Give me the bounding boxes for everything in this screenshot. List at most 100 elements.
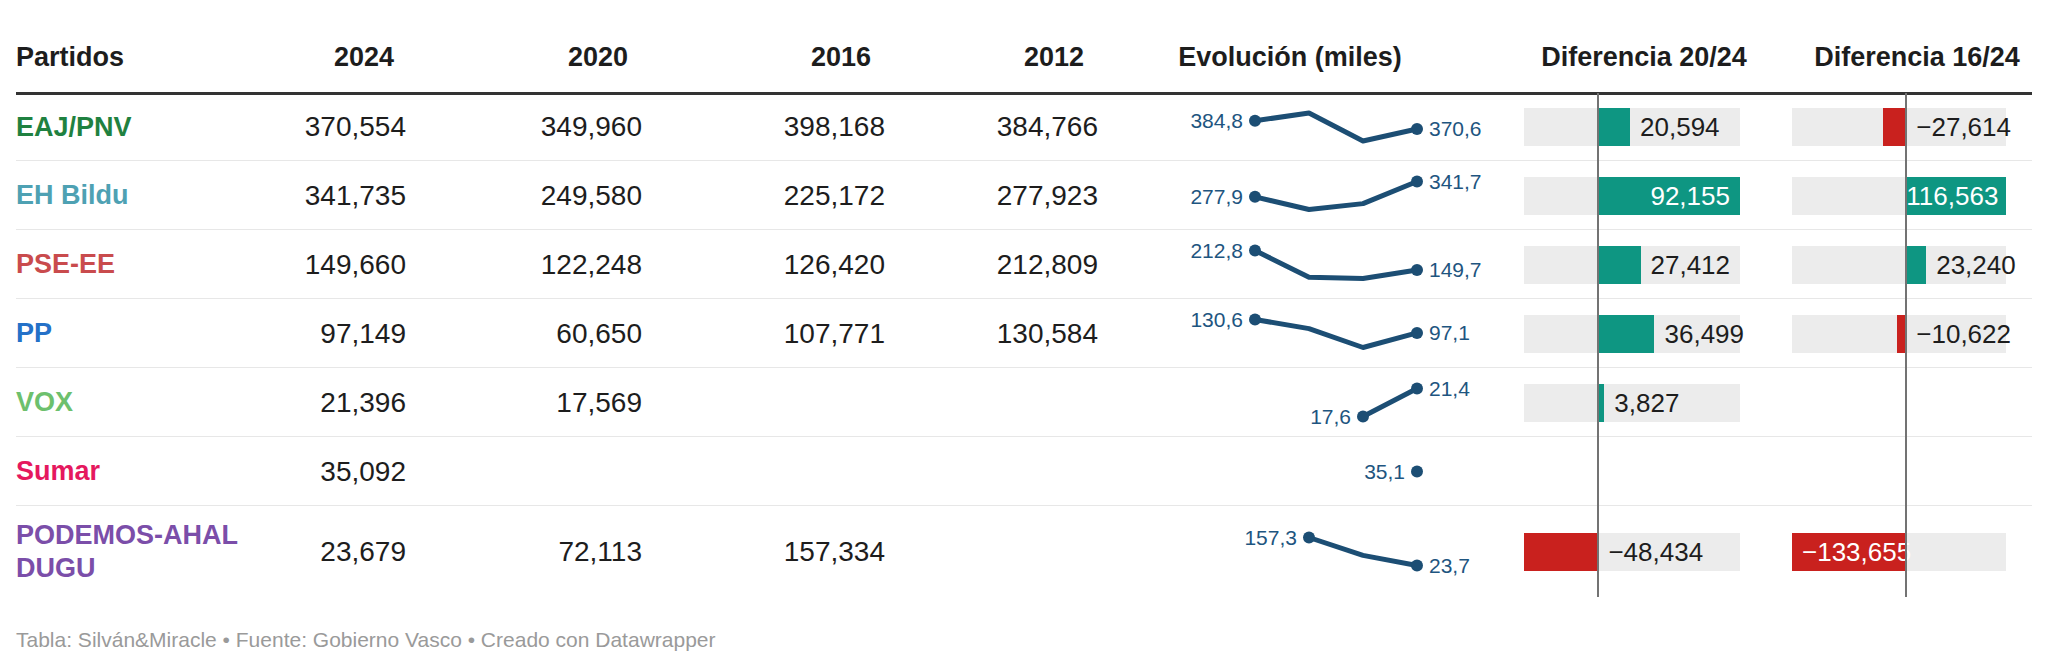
sparkline-start-dot xyxy=(1249,115,1261,127)
vote-cell-y2016 xyxy=(725,368,885,437)
diff-value-label: 36,499 xyxy=(1664,315,1744,353)
vote-cell-y2020: 249,580 xyxy=(482,161,642,230)
spark-end-label: 97,1 xyxy=(1429,319,1539,347)
party-label: VOX xyxy=(16,368,256,437)
diff-bar-negative xyxy=(1524,533,1598,571)
party-label: PP xyxy=(16,299,256,368)
vote-cell-y2012 xyxy=(938,368,1098,437)
vote-cell-y2024: 370,554 xyxy=(246,93,406,161)
diff-value-label: 116,563 xyxy=(1906,177,1996,215)
column-header-2012: 2012 xyxy=(938,36,1084,78)
column-header-2024: 2024 xyxy=(248,36,394,78)
sparkline-start-dot xyxy=(1249,314,1261,326)
spark-end-label: 341,7 xyxy=(1429,168,1539,196)
spark-end-label: 21,4 xyxy=(1429,375,1539,403)
spark-start-label: 384,8 xyxy=(1133,107,1243,135)
election-results-table: Partidos 2024 2020 2016 2012 Evolución (… xyxy=(0,0,2048,670)
diff-value-label: 3,827 xyxy=(1614,384,1679,422)
vote-cell-y2016: 398,168 xyxy=(725,93,885,161)
party-label: EAJ/PNV xyxy=(16,93,256,161)
diff-value-label: 92,155 xyxy=(1598,177,1730,215)
diff-value-label: 23,240 xyxy=(1936,246,2016,284)
sparkline-start-dot xyxy=(1303,532,1315,544)
sparkline-end-dot xyxy=(1411,264,1423,276)
sparkline-path xyxy=(1309,538,1417,566)
sparkline-path xyxy=(1363,389,1417,417)
sparkline-end-dot xyxy=(1411,123,1423,135)
table-row: Sumar35,092 35,1 xyxy=(0,437,2048,506)
column-header-evolucion: Evolución (miles) xyxy=(1115,36,1465,78)
diff-bar-positive xyxy=(1906,246,1926,284)
party-label: PODEMOS-AHAL DUGU xyxy=(16,506,256,597)
party-label: Sumar xyxy=(16,437,256,506)
vote-cell-y2024: 21,396 xyxy=(246,368,406,437)
spark-start-label: 157,3 xyxy=(1187,524,1297,552)
spark-start-label: 130,6 xyxy=(1133,306,1243,334)
party-label: PSE-EE xyxy=(16,230,256,299)
vote-cell-y2016: 126,420 xyxy=(725,230,885,299)
party-label: EH Bildu xyxy=(16,161,256,230)
sparkline-path xyxy=(1255,113,1417,141)
diff-bar-positive xyxy=(1598,108,1630,146)
vote-cell-y2012: 277,923 xyxy=(938,161,1098,230)
sparkline-start-dot xyxy=(1357,411,1369,423)
column-header-2016: 2016 xyxy=(725,36,871,78)
vote-cell-y2016: 225,172 xyxy=(725,161,885,230)
diff-value-label: −48,434 xyxy=(1608,533,1703,571)
vote-cell-y2024: 97,149 xyxy=(246,299,406,368)
vote-cell-y2024: 341,735 xyxy=(246,161,406,230)
vote-cell-y2020: 60,650 xyxy=(482,299,642,368)
vote-cell-y2020: 349,960 xyxy=(482,93,642,161)
table-row: PP97,149 60,650 107,771 130,584 130,6 97,1 36,… xyxy=(0,299,2048,368)
vote-cell-y2012: 384,766 xyxy=(938,93,1098,161)
vote-cell-y2020: 72,113 xyxy=(482,506,642,597)
vote-cell-y2024: 23,679 xyxy=(246,506,406,597)
table-row: VOX21,396 17,569 17,6 21,4 3,827 xyxy=(0,368,2048,437)
column-header-2020: 2020 xyxy=(482,36,628,78)
table-row: PSE-EE149,660 122,248 126,420 212,809 212,8 1… xyxy=(0,230,2048,299)
diff-value-label: 27,412 xyxy=(1651,246,1731,284)
column-header-diferencia-20-24: Diferencia 20/24 xyxy=(1524,36,1764,78)
spark-start-label: 17,6 xyxy=(1241,403,1351,431)
sparkline-end-dot xyxy=(1411,560,1423,572)
diff-value-label: −27,614 xyxy=(1916,108,2011,146)
sparkline-end-dot xyxy=(1411,383,1423,395)
sparkline-end-dot xyxy=(1411,327,1423,339)
sparkline-start-dot xyxy=(1249,245,1261,257)
diff-value-label: 20,594 xyxy=(1640,108,1720,146)
vote-cell-y2012: 212,809 xyxy=(938,230,1098,299)
table-row: EH Bildu341,735 249,580 225,172 277,923 277,… xyxy=(0,161,2048,230)
sparkline-start-dot xyxy=(1411,466,1423,478)
sparkline-path xyxy=(1255,320,1417,348)
column-header-diferencia-16-24: Diferencia 16/24 xyxy=(1792,36,2042,78)
diff-bar-positive xyxy=(1598,246,1640,284)
table-row: PODEMOS-AHAL DUGU23,679 72,113 157,334 157,… xyxy=(0,506,2048,597)
diff-value-label: −133,655 xyxy=(1802,533,1911,571)
diff-16-24-axis-line xyxy=(1905,93,1907,597)
vote-cell-y2024: 35,092 xyxy=(246,437,406,506)
sparkline-end-dot xyxy=(1411,176,1423,188)
column-header-partidos: Partidos xyxy=(16,36,276,78)
vote-cell-y2016: 107,771 xyxy=(725,299,885,368)
diff-bar-positive xyxy=(1598,315,1654,353)
vote-cell-y2020: 17,569 xyxy=(482,368,642,437)
spark-start-label: 277,9 xyxy=(1133,183,1243,211)
vote-cell-y2012 xyxy=(938,437,1098,506)
vote-cell-y2012 xyxy=(938,506,1098,597)
spark-end-label: 149,7 xyxy=(1429,256,1539,284)
spark-start-label: 212,8 xyxy=(1133,237,1243,265)
spark-start-label: 35,1 xyxy=(1295,458,1405,486)
table-row: EAJ/PNV370,554 349,960 398,168 384,766 384,8… xyxy=(0,93,2048,161)
vote-cell-y2012: 130,584 xyxy=(938,299,1098,368)
spark-end-label: 370,6 xyxy=(1429,115,1539,143)
vote-cell-y2020 xyxy=(482,437,642,506)
diff-20-24-axis-line xyxy=(1597,93,1599,597)
sparkline-path xyxy=(1255,251,1417,279)
vote-cell-y2024: 149,660 xyxy=(246,230,406,299)
vote-cell-y2016: 157,334 xyxy=(725,506,885,597)
vote-cell-y2020: 122,248 xyxy=(482,230,642,299)
vote-cell-y2016 xyxy=(725,437,885,506)
spark-end-label: 23,7 xyxy=(1429,552,1539,580)
table-footer-credit: Tabla: Silván&Miracle • Fuente: Gobierno… xyxy=(16,628,716,652)
diff-value-label: −10,622 xyxy=(1916,315,2011,353)
